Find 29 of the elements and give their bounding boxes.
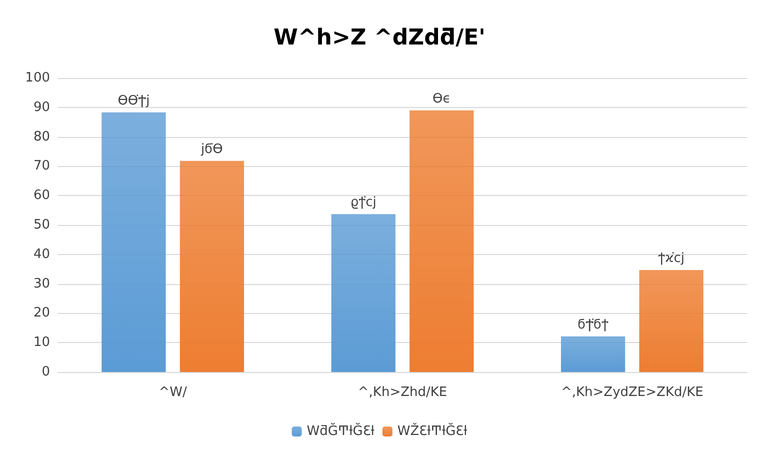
x-tick-label: ^,Kh>Zhd/KE <box>358 385 448 400</box>
data-label: ϳϭ͘ϴ <box>200 142 223 157</box>
bar <box>639 270 704 372</box>
y-tick-label: 30 <box>33 276 50 292</box>
y-tick-label: 10 <box>33 335 50 350</box>
y-tick-label: 50 <box>33 218 50 232</box>
bar <box>180 160 244 372</box>
y-tick-label: 100 <box>25 70 50 86</box>
x-tick-label: ^W/ <box>158 385 188 400</box>
data-label: ϱϯ͘ϲϳ <box>350 195 376 210</box>
y-tick-label: 70 <box>33 158 50 174</box>
y-tick-label: 90 <box>33 100 50 115</box>
data-label: ϴϵ <box>432 91 451 106</box>
y-tick-label: 0 <box>42 364 50 380</box>
legend-label: WŽƐƚͲƚĞƐƚ <box>397 422 468 439</box>
y-tick-label: 80 <box>33 129 50 144</box>
x-tick-label: ^,Kh>ZydZE>ZKd/KE <box>560 385 704 400</box>
chart-title: W^h>Z ^dZdƌ/E' <box>274 26 486 50</box>
y-tick-label: 20 <box>33 306 50 321</box>
bar <box>331 214 396 372</box>
legend-label: WƌĞͲƚĞƐƚ <box>306 422 375 439</box>
y-tick-label: 40 <box>33 246 50 262</box>
bar <box>410 110 474 372</box>
bar <box>560 336 626 372</box>
data-label: ϴϴ͘Ϯϳ <box>118 93 150 108</box>
data-label: ϭϮ͘ϭϯ <box>578 317 608 332</box>
data-label: ϯϰ͘ϲϳ <box>658 250 684 266</box>
y-tick-label: 60 <box>33 188 50 204</box>
bar <box>102 112 166 372</box>
